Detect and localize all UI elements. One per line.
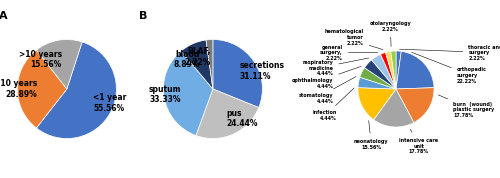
Wedge shape (164, 51, 213, 135)
Text: ophthalmology
4.44%: ophthalmology 4.44% (292, 66, 361, 89)
Text: otolaryngology
2.22%: otolaryngology 2.22% (370, 21, 411, 47)
Wedge shape (364, 60, 396, 89)
Text: burn  (wound)
plastic surgery
17.78%: burn (wound) plastic surgery 17.78% (438, 95, 494, 118)
Text: thoracic and cardiac
surgery
2.22%: thoracic and cardiac surgery 2.22% (400, 44, 500, 61)
Wedge shape (18, 50, 67, 128)
Wedge shape (181, 40, 213, 89)
Text: pus
24.44%: pus 24.44% (226, 109, 258, 128)
Wedge shape (196, 89, 259, 138)
Text: infection
4.44%: infection 4.44% (312, 88, 354, 121)
Text: sputum
33.33%: sputum 33.33% (148, 85, 181, 104)
Text: stomatology
4.44%: stomatology 4.44% (299, 77, 356, 104)
Wedge shape (36, 40, 82, 89)
Wedge shape (36, 42, 117, 138)
Text: <1 year
55.56%: <1 year 55.56% (93, 93, 126, 113)
Wedge shape (386, 51, 396, 89)
Text: >10 years
15.56%: >10 years 15.56% (18, 50, 62, 69)
Wedge shape (374, 89, 414, 127)
Wedge shape (396, 88, 434, 123)
Wedge shape (390, 51, 396, 89)
Text: BLAF,
2.22%: BLAF, 2.22% (184, 47, 210, 67)
Wedge shape (372, 54, 396, 89)
Wedge shape (358, 88, 396, 120)
Wedge shape (380, 53, 396, 89)
Text: B: B (138, 11, 147, 21)
Text: neonatology
15.56%: neonatology 15.56% (354, 121, 388, 150)
Wedge shape (213, 40, 262, 108)
Text: A: A (0, 11, 8, 21)
Text: hematological
tumor
2.22%: hematological tumor 2.22% (324, 29, 383, 50)
Text: orthopedic
surgery
22.22%: orthopedic surgery 22.22% (412, 52, 486, 84)
Wedge shape (396, 51, 434, 89)
Wedge shape (206, 40, 213, 89)
Text: 1-10 years
28.89%: 1-10 years 28.89% (0, 79, 37, 99)
Wedge shape (360, 68, 396, 89)
Text: intensive care
unit
17.78%: intensive care unit 17.78% (400, 129, 438, 154)
Wedge shape (396, 51, 402, 89)
Text: respiratory
medicine
4.44%: respiratory medicine 4.44% (302, 58, 369, 76)
Text: secretions
31.11%: secretions 31.11% (240, 61, 284, 81)
Wedge shape (358, 77, 396, 89)
Text: blood
8.89%: blood 8.89% (174, 50, 200, 69)
Text: general
surgery,
2.22%: general surgery, 2.22% (320, 44, 378, 61)
